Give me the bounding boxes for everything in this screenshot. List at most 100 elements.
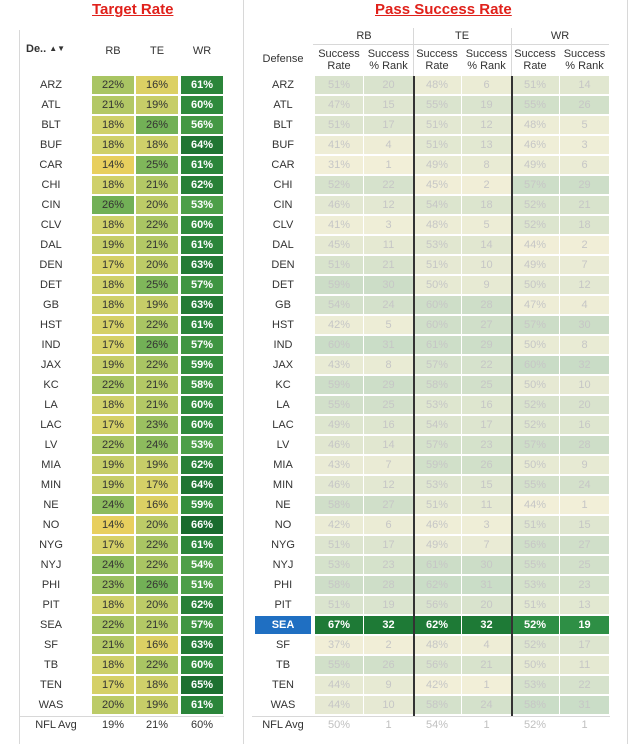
divider — [243, 0, 244, 744]
sort-icon[interactable]: ▲▼ — [49, 44, 66, 54]
right-team-label: LA — [276, 399, 290, 411]
target-rate-cell: 21% — [136, 376, 178, 394]
success-rank-cell: 5 — [364, 316, 413, 334]
success-rank-cell: 4 — [462, 636, 511, 654]
success-rate-cell: 51% — [315, 116, 363, 134]
success-rate-cell: 60% — [315, 336, 363, 354]
success-cell-highlight: 67% — [315, 616, 363, 634]
target-rate-cell: 63% — [181, 256, 223, 274]
right-team-label: BUF — [272, 139, 294, 151]
target-rate-cell: 25% — [136, 276, 178, 294]
success-rank-header: Success % Rank — [367, 48, 410, 72]
success-rank-cell: 16 — [560, 416, 609, 434]
success-rate-cell: 53% — [511, 576, 559, 594]
success-rank-cell: 30 — [560, 316, 609, 334]
success-rate-cell: 46% — [315, 436, 363, 454]
success-rate-cell: 58% — [413, 696, 461, 714]
target-rate-cell: 26% — [92, 196, 134, 214]
success-rate-cell: 48% — [413, 216, 461, 234]
success-rate-cell: 50% — [413, 276, 461, 294]
success-cell-highlight: 32 — [462, 616, 511, 634]
success-rate-cell: 42% — [315, 316, 363, 334]
success-rate-cell: 44% — [511, 236, 559, 254]
success-rate-cell: 48% — [413, 76, 461, 94]
target-rate-cell: 17% — [92, 316, 134, 334]
target-rate-cell: 26% — [136, 576, 178, 594]
left-defense-header[interactable]: De.. ▲▼ — [26, 43, 76, 55]
target-rate-cell: 22% — [136, 536, 178, 554]
left-team-label: NYG — [39, 539, 63, 551]
success-rank-cell: 4 — [364, 136, 413, 154]
success-rate-header: Success Rate — [416, 48, 458, 72]
target-rate-cell: 18% — [92, 296, 134, 314]
success-rate-cell: 51% — [511, 596, 559, 614]
success-rank-cell: 28 — [364, 576, 413, 594]
success-rank-cell: 17 — [364, 536, 413, 554]
success-rank-cell: 16 — [462, 396, 511, 414]
right-team-label: DET — [272, 279, 294, 291]
target-rate-cell: 17% — [92, 256, 134, 274]
left-team-label: NYJ — [40, 559, 62, 571]
target-rate-cell: 17% — [92, 336, 134, 354]
divider — [252, 716, 610, 717]
success-rate-cell: 51% — [315, 256, 363, 274]
success-rate-cell: 31% — [315, 156, 363, 174]
right-team-label: MIA — [273, 459, 293, 471]
success-rate-cell: 46% — [413, 516, 461, 534]
success-rate-cell: 44% — [315, 676, 363, 694]
target-rate-cell: 53% — [181, 196, 223, 214]
right-avg-cell: 54% — [425, 719, 449, 731]
right-team-label: CLV — [272, 219, 294, 231]
left-team-label: BUF — [40, 139, 62, 151]
success-cell-highlight: 62% — [413, 616, 461, 634]
target-rate-cell: 24% — [92, 556, 134, 574]
target-rate-cell: 19% — [92, 356, 134, 374]
target-rate-cell: 20% — [136, 256, 178, 274]
success-rank-cell: 5 — [560, 116, 609, 134]
success-rank-cell: 30 — [462, 556, 511, 574]
left-team-label: MIA — [41, 459, 61, 471]
success-rank-cell: 13 — [462, 136, 511, 154]
success-rank-cell: 9 — [560, 456, 609, 474]
target-rate-cell: 20% — [136, 516, 178, 534]
right-team-label: LAC — [272, 419, 294, 431]
target-rate-title: Target Rate — [92, 1, 174, 18]
success-rank-cell: 24 — [560, 476, 609, 494]
success-rank-cell: 20 — [462, 596, 511, 614]
left-team-label: GB — [43, 299, 59, 311]
success-rank-cell: 27 — [462, 316, 511, 334]
success-rank-cell: 28 — [462, 296, 511, 314]
success-rank-cell: 19 — [364, 596, 413, 614]
left-team-label: SF — [43, 639, 59, 651]
target-rate-cell: 19% — [136, 456, 178, 474]
left-team-label: ATL — [41, 99, 61, 111]
right-team-label: NYJ — [272, 559, 294, 571]
success-rate-cell: 53% — [413, 476, 461, 494]
success-rank-cell: 25 — [560, 556, 609, 574]
left-team-label: PIT — [42, 599, 60, 611]
right-avg-cell: 52% — [523, 719, 547, 731]
target-rate-cell: 20% — [136, 596, 178, 614]
success-rank-cell: 4 — [560, 296, 609, 314]
right-team-label: MIN — [272, 479, 294, 491]
success-rank-cell: 3 — [560, 136, 609, 154]
target-rate-cell: 19% — [136, 96, 178, 114]
left-col-rb: RB — [105, 45, 121, 57]
success-rank-cell: 24 — [364, 296, 413, 314]
success-rate-cell: 49% — [413, 156, 461, 174]
success-rank-cell: 7 — [560, 256, 609, 274]
left-defense-header-label: De.. — [26, 43, 47, 55]
success-rate-cell: 45% — [413, 176, 461, 194]
success-rank-cell: 3 — [462, 516, 511, 534]
success-rank-cell: 32 — [560, 356, 609, 374]
target-rate-cell: 53% — [181, 436, 223, 454]
target-rate-cell: 19% — [136, 696, 178, 714]
success-rank-cell: 14 — [462, 236, 511, 254]
target-rate-cell: 21% — [136, 176, 178, 194]
right-team-label: DEN — [271, 259, 295, 271]
success-rate-cell: 58% — [511, 696, 559, 714]
target-rate-cell: 18% — [92, 176, 134, 194]
success-rank-cell: 17 — [364, 116, 413, 134]
success-cell-highlight: 19 — [560, 616, 609, 634]
success-rate-cell: 52% — [511, 196, 559, 214]
